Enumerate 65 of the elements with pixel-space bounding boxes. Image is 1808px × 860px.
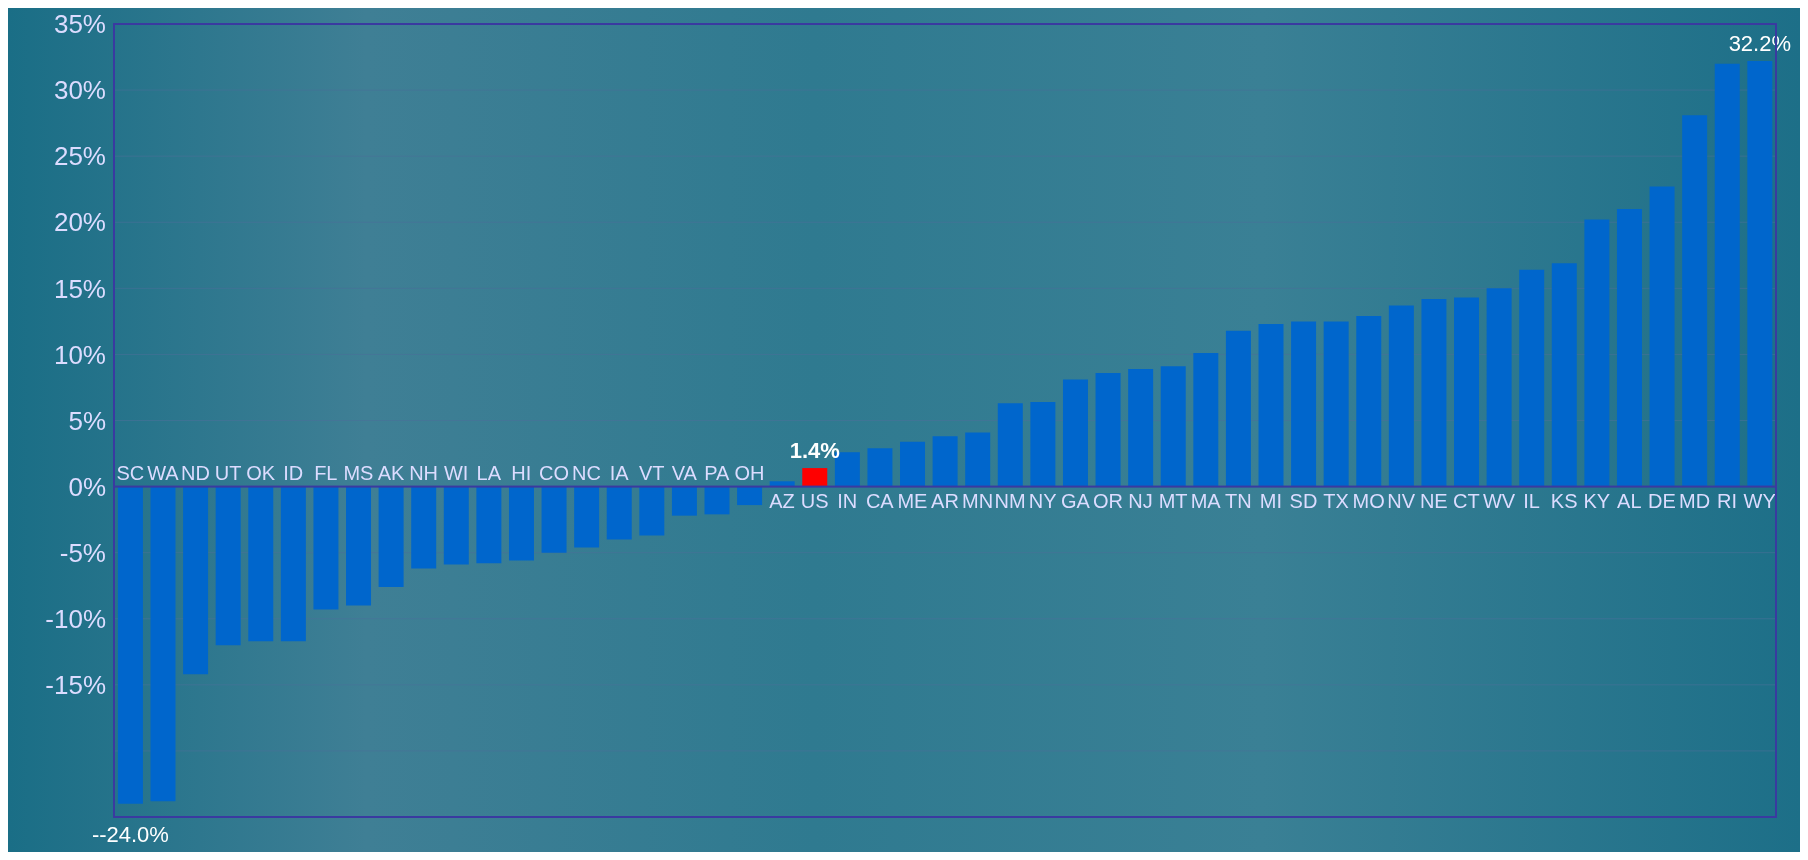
x-tick-label: VT — [638, 461, 665, 484]
x-tick-label: SC — [116, 461, 145, 484]
x-tick-label: FL — [314, 461, 338, 484]
x-tick-label: ME — [897, 489, 928, 512]
x-tick-label: NY — [1028, 489, 1057, 512]
x-tick-label: UT — [214, 461, 242, 484]
y-tick-label: -15% — [45, 670, 106, 701]
x-tick-label: TX — [1323, 489, 1349, 512]
x-tick-label: MO — [1352, 489, 1385, 512]
x-tick-label: WI — [443, 461, 469, 484]
y-tick-label: -10% — [45, 603, 106, 634]
data-label: --24.0% — [91, 821, 169, 847]
data-label: 32.2% — [1728, 31, 1792, 57]
x-tick-label: LA — [476, 461, 502, 484]
x-tick-label: CA — [865, 489, 895, 512]
y-tick-label: 5% — [68, 405, 106, 436]
x-tick-label: RI — [1717, 489, 1738, 512]
x-tick-label: NC — [572, 461, 601, 484]
x-tick-label: DE — [1648, 489, 1676, 512]
x-tick-label: WV — [1482, 489, 1516, 512]
y-tick-label: 0% — [68, 471, 106, 502]
x-tick-label: WY — [1743, 489, 1776, 512]
y-tick-label: 30% — [53, 75, 106, 106]
x-tick-label: OH — [734, 461, 765, 484]
x-tick-label: VA — [671, 461, 698, 484]
y-tick-label: 35% — [53, 9, 106, 40]
x-tick-label: NJ — [1128, 489, 1153, 512]
x-tick-label: AK — [377, 461, 405, 484]
x-tick-label: OK — [246, 461, 276, 484]
x-tick-label: MT — [1158, 489, 1188, 512]
x-tick-label: NE — [1419, 489, 1448, 512]
x-tick-label: MD — [1678, 489, 1711, 512]
y-tick-label: 20% — [53, 207, 106, 238]
x-tick-label: CO — [538, 461, 569, 484]
x-tick-label: TN — [1224, 489, 1252, 512]
x-tick-label: CT — [1453, 489, 1480, 512]
x-tick-label: PA — [704, 461, 731, 484]
x-tick-label: IL — [1523, 489, 1540, 512]
y-tick-label: -5% — [59, 537, 106, 568]
x-tick-label: KS — [1550, 489, 1578, 512]
x-tick-label: MA — [1190, 489, 1222, 512]
x-tick-label: SD — [1289, 489, 1318, 512]
x-tick-label: GA — [1060, 489, 1091, 512]
x-tick-label: US — [800, 489, 829, 512]
x-tick-label: NM — [994, 489, 1026, 512]
x-tick-label: AR — [931, 489, 959, 512]
x-tick-label: OR — [1092, 489, 1123, 512]
x-tick-label: MN — [962, 489, 994, 512]
x-tick-label: HI — [511, 461, 532, 484]
x-tick-label: WA — [147, 461, 180, 484]
y-tick-label: 10% — [53, 339, 106, 370]
x-tick-label: IA — [609, 461, 630, 484]
x-tick-label: NH — [409, 461, 439, 484]
y-tick-label: 15% — [53, 273, 106, 304]
x-tick-label: KY — [1583, 489, 1611, 512]
x-tick-label: NV — [1387, 489, 1416, 512]
x-tick-label: IN — [837, 489, 858, 512]
x-tick-label: ND — [181, 461, 210, 484]
x-tick-label: AZ — [769, 489, 795, 512]
x-tick-label: MS — [343, 461, 374, 484]
x-tick-label: ID — [283, 461, 304, 484]
x-tick-label: AL — [1617, 489, 1642, 512]
y-tick-label: 25% — [53, 141, 106, 172]
data-label: 1.4% — [789, 438, 840, 464]
x-tick-label: MI — [1259, 489, 1282, 512]
